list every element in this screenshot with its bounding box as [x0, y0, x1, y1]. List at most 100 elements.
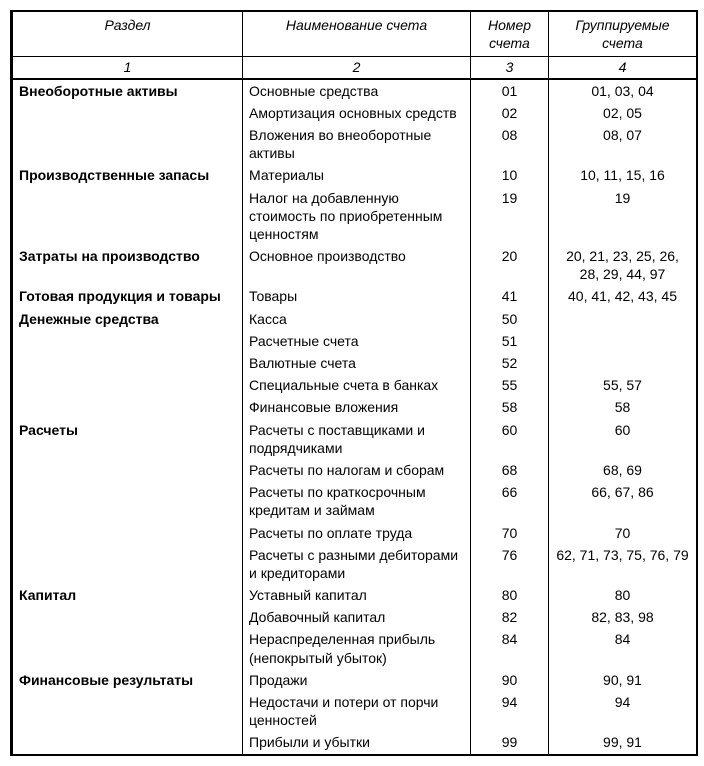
accounts-table-container: Раздел Наименование счета Номер счета Гр…	[10, 10, 698, 756]
subheader-row: 1 2 3 4	[13, 57, 697, 79]
section-cell	[13, 731, 243, 753]
table-row: Финансовые результатыПродажи9090, 91	[13, 669, 697, 691]
name-cell: Специальные счета в банках	[243, 374, 471, 396]
subheader-4: 4	[549, 57, 697, 79]
name-cell: Расчеты по налогам и сборам	[243, 459, 471, 481]
grouped-cell: 02, 05	[549, 102, 697, 124]
name-cell: Прибыли и убытки	[243, 731, 471, 753]
number-cell: 51	[471, 330, 549, 352]
grouped-cell: 10, 11, 15, 16	[549, 164, 697, 186]
name-cell: Финансовые вложения	[243, 396, 471, 418]
section-cell	[13, 606, 243, 628]
section-cell: Затраты на производство	[13, 245, 243, 285]
grouped-cell: 70	[549, 522, 697, 544]
grouped-cell: 90, 91	[549, 669, 697, 691]
grouped-cell: 99, 91	[549, 731, 697, 753]
table-row: Производственные запасыМатериалы1010, 11…	[13, 164, 697, 186]
number-cell: 76	[471, 544, 549, 584]
grouped-cell: 08, 07	[549, 124, 697, 164]
section-cell: Готовая продукция и товары	[13, 285, 243, 307]
table-row: Внеоборотные активыОсновные средства0101…	[13, 79, 697, 102]
table-row: Финансовые вложения5858	[13, 396, 697, 418]
number-cell: 66	[471, 481, 549, 521]
number-cell: 90	[471, 669, 549, 691]
number-cell: 68	[471, 459, 549, 481]
name-cell: Продажи	[243, 669, 471, 691]
grouped-cell: 55, 57	[549, 374, 697, 396]
table-row: Денежные средстваКасса50	[13, 308, 697, 330]
number-cell: 10	[471, 164, 549, 186]
name-cell: Расчетные счета	[243, 330, 471, 352]
section-cell	[13, 330, 243, 352]
number-cell: 41	[471, 285, 549, 307]
name-cell: Нераспределенная при­быль (непокрытый уб…	[243, 628, 471, 668]
name-cell: Добавочный капитал	[243, 606, 471, 628]
table-row: Недостачи и потери от порчи ценностей949…	[13, 691, 697, 731]
table-row: Специальные счета в банках5555, 57	[13, 374, 697, 396]
number-cell: 19	[471, 187, 549, 246]
name-cell: Налог на добавленную стоимость по приобр…	[243, 187, 471, 246]
grouped-cell: 66, 67, 86	[549, 481, 697, 521]
number-cell: 01	[471, 79, 549, 102]
grouped-cell	[549, 308, 697, 330]
table-row: КапиталУставный капитал8080	[13, 584, 697, 606]
table-row: Прибыли и убытки9999, 91	[13, 731, 697, 753]
table-row: Затраты на производствоОсновное производ…	[13, 245, 697, 285]
number-cell: 55	[471, 374, 549, 396]
section-cell: Внеоборотные активы	[13, 79, 243, 102]
grouped-cell: 94	[549, 691, 697, 731]
section-cell: Капитал	[13, 584, 243, 606]
section-cell	[13, 544, 243, 584]
header-row: Раздел Наименование счета Номер счета Гр…	[13, 12, 697, 57]
name-cell: Недостачи и потери от порчи ценностей	[243, 691, 471, 731]
section-cell	[13, 481, 243, 521]
table-row: Нераспределенная при­быль (непокрытый уб…	[13, 628, 697, 668]
table-row: Готовая продукция и товарыТовары4140, 41…	[13, 285, 697, 307]
table-row: Расчетные счета51	[13, 330, 697, 352]
section-cell	[13, 102, 243, 124]
section-cell	[13, 124, 243, 164]
section-cell	[13, 691, 243, 731]
header-name: Наименование счета	[243, 12, 471, 57]
table-row: Налог на добавленную стоимость по приобр…	[13, 187, 697, 246]
grouped-cell	[549, 330, 697, 352]
table-row: РасчетыРасчеты с поставщиками и подрядчи…	[13, 419, 697, 459]
section-cell	[13, 396, 243, 418]
section-cell	[13, 187, 243, 246]
number-cell: 94	[471, 691, 549, 731]
grouped-cell: 20, 21, 23, 25, 26, 28, 29, 44, 97	[549, 245, 697, 285]
table-row: Расчеты по оплате труда7070	[13, 522, 697, 544]
grouped-cell: 40, 41, 42, 43, 45	[549, 285, 697, 307]
name-cell: Основное производство	[243, 245, 471, 285]
name-cell: Основные средства	[243, 79, 471, 102]
grouped-cell: 60	[549, 419, 697, 459]
number-cell: 08	[471, 124, 549, 164]
name-cell: Расчеты по оплате труда	[243, 522, 471, 544]
number-cell: 84	[471, 628, 549, 668]
name-cell: Касса	[243, 308, 471, 330]
name-cell: Расчеты с разными дебито­рами и кредитор…	[243, 544, 471, 584]
number-cell: 58	[471, 396, 549, 418]
table-row: Амортизация основных средств0202, 05	[13, 102, 697, 124]
table-row: Вложения во внеоборотные активы0808, 07	[13, 124, 697, 164]
number-cell: 52	[471, 352, 549, 374]
number-cell: 70	[471, 522, 549, 544]
table-body: Внеоборотные активыОсновные средства0101…	[13, 79, 697, 754]
grouped-cell: 01, 03, 04	[549, 79, 697, 102]
table-row: Расчеты по налогам и сборам6868, 69	[13, 459, 697, 481]
header-number: Номер счета	[471, 12, 549, 57]
name-cell: Вложения во внеоборотные активы	[243, 124, 471, 164]
table-row: Добавочный капитал8282, 83, 98	[13, 606, 697, 628]
table-row: Валютные счета52	[13, 352, 697, 374]
grouped-cell: 84	[549, 628, 697, 668]
name-cell: Материалы	[243, 164, 471, 186]
grouped-cell: 82, 83, 98	[549, 606, 697, 628]
table-row: Расчеты с разными дебито­рами и кредитор…	[13, 544, 697, 584]
name-cell: Амортизация основных средств	[243, 102, 471, 124]
subheader-1: 1	[13, 57, 243, 79]
name-cell: Расчеты по краткосрочным кредитам и займ…	[243, 481, 471, 521]
section-cell	[13, 374, 243, 396]
grouped-cell: 58	[549, 396, 697, 418]
section-cell: Производственные запасы	[13, 164, 243, 186]
section-cell: Финансовые результаты	[13, 669, 243, 691]
